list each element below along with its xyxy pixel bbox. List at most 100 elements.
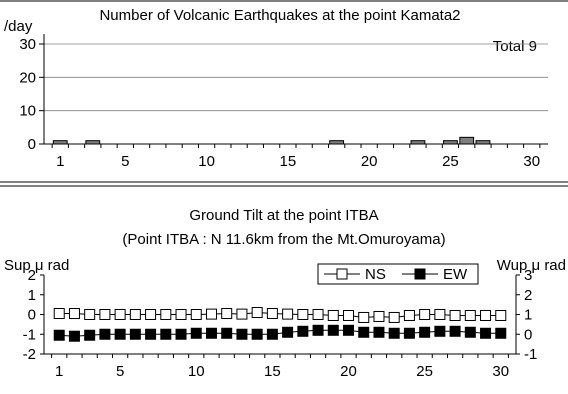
tilt-point-ns — [358, 311, 370, 323]
tilt-legend-marker-ns — [336, 268, 348, 280]
tilt-y-left-tick-label: -2 — [23, 346, 36, 363]
tilt-point-ew — [434, 325, 446, 337]
eq-bar — [329, 140, 345, 145]
tilt-x-tick-label: 25 — [416, 363, 433, 380]
tilt-point-ew — [236, 328, 248, 340]
tilt-point-ew — [464, 326, 476, 338]
tilt-point-ew — [114, 328, 126, 340]
tilt-point-ew — [495, 327, 507, 339]
tilt-point-ns — [434, 309, 446, 320]
tilt-point-ew — [343, 324, 355, 336]
tilt-point-ns — [175, 309, 187, 320]
tilt-y-right-tick-label: 1 — [524, 307, 532, 324]
tilt-point-ns — [114, 309, 126, 320]
tilt-point-ns — [99, 309, 111, 320]
tilt-point-ew — [53, 329, 65, 341]
eq-y-tick-label: 10 — [19, 103, 36, 120]
tilt-x-tick-label: 20 — [340, 363, 357, 380]
eq-bar — [52, 140, 68, 145]
eq-bar — [85, 140, 101, 145]
tilt-point-ns — [266, 308, 278, 320]
tilt-y-left-tick-label: 0 — [28, 307, 36, 324]
tilt-point-ew — [221, 327, 233, 339]
tilt-point-ns — [495, 309, 507, 321]
tilt-point-ew — [129, 328, 141, 340]
eq-total-annotation: Total 9 — [493, 38, 537, 55]
tilt-point-ew — [190, 327, 202, 339]
tilt-x-tick-label: 30 — [492, 363, 509, 380]
tilt-point-ew — [312, 324, 324, 336]
eq-bar — [443, 140, 458, 145]
tilt-point-ew — [205, 327, 217, 339]
tilt-y-right-tick-label: 3 — [524, 267, 532, 284]
eq-x-tick-label: 10 — [198, 153, 215, 170]
tilt-chart-title: Ground Tilt at the point ITBA — [189, 207, 378, 224]
eq-bar — [459, 136, 475, 145]
tilt-x-tick-label: 1 — [55, 363, 63, 380]
tilt-point-ns — [160, 309, 172, 320]
tilt-point-ew — [388, 327, 400, 339]
tilt-y-left-tick-label: -1 — [23, 326, 36, 343]
tilt-point-ns — [282, 308, 294, 320]
tilt-point-ew — [449, 325, 461, 337]
tilt-legend: NS EW — [317, 263, 479, 285]
tilt-point-ew — [297, 325, 309, 337]
tilt-y-right-tick-label: 0 — [524, 326, 532, 343]
tilt-point-ew — [403, 327, 415, 339]
tilt-point-ew — [480, 327, 492, 339]
tilt-point-ns — [190, 309, 202, 320]
tilt-point-ew — [99, 328, 111, 340]
tilt-point-ew — [358, 326, 370, 338]
tilt-y-left-label: Sup μ rad — [4, 257, 69, 274]
tilt-point-ns — [388, 311, 400, 323]
tilt-point-ns — [312, 309, 324, 320]
tilt-x-tick-label: 15 — [264, 363, 281, 380]
tilt-point-ns — [68, 308, 80, 320]
tilt-point-ns — [403, 309, 415, 321]
tilt-legend-box — [317, 263, 479, 285]
tilt-point-ew — [373, 326, 385, 338]
eq-bar — [475, 140, 491, 145]
eq-bar — [410, 140, 426, 145]
tilt-point-ns — [419, 309, 431, 320]
tilt-x-tick-label: 5 — [116, 363, 124, 380]
tilt-point-ew — [327, 324, 339, 336]
eq-x-tick-label: 25 — [442, 153, 459, 170]
eq-y-tick-label: 0 — [28, 136, 36, 153]
tilt-x-tick-label: 10 — [188, 363, 205, 380]
tilt-y-left-tick-label: 1 — [28, 287, 36, 304]
tilt-point-ns — [145, 309, 157, 320]
tilt-point-ew — [266, 328, 278, 340]
tilt-point-ns — [84, 309, 96, 320]
tilt-legend-marker-ew — [414, 268, 426, 280]
eq-y-tick-label: 20 — [19, 69, 36, 86]
tilt-y-right-label: Wup μ rad — [497, 257, 566, 274]
eq-chart-title: Number of Volcanic Earthquakes at the po… — [99, 7, 460, 24]
eq-x-tick-label: 15 — [280, 153, 297, 170]
eq-y-tick-label: 30 — [19, 36, 36, 53]
tilt-legend-label-ns: NS — [365, 266, 386, 283]
tilt-point-ns — [343, 309, 355, 321]
eq-x-tick-label: 5 — [121, 153, 129, 170]
tilt-point-ns — [449, 309, 461, 321]
eq-y-axis-label: /day — [4, 18, 33, 35]
tilt-point-ew — [84, 329, 96, 341]
tilt-point-ns — [221, 308, 233, 320]
tilt-point-ew — [419, 326, 431, 338]
tilt-y-right-tick-label: 2 — [524, 287, 532, 304]
tilt-point-ew — [175, 328, 187, 340]
tilt-point-ew — [251, 328, 263, 340]
tilt-point-ew — [160, 328, 172, 340]
tilt-point-ns — [464, 309, 476, 321]
tilt-point-ew — [282, 326, 294, 338]
tilt-chart-subtitle: (Point ITBA : N 11.6km from the Mt.Omuro… — [122, 231, 445, 248]
tilt-point-ns — [53, 308, 65, 320]
eq-x-tick-label: 1 — [56, 153, 64, 170]
tilt-point-ns — [480, 309, 492, 321]
tilt-point-ns — [373, 310, 385, 322]
tilt-point-ns — [297, 309, 309, 320]
tilt-point-ns — [327, 309, 339, 321]
